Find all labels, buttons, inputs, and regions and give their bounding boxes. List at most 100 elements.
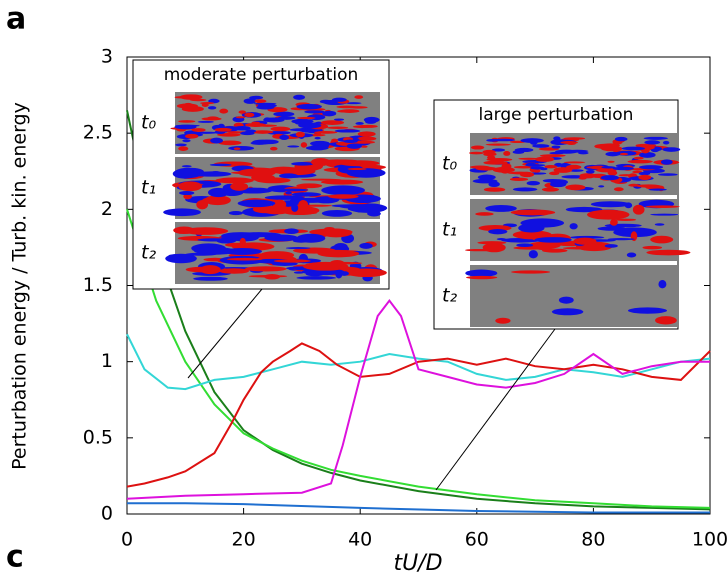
pointer-line [435, 328, 556, 491]
structure [500, 168, 510, 174]
structure [525, 164, 546, 167]
structure [347, 205, 385, 213]
structure [650, 235, 674, 244]
structure [291, 192, 322, 197]
structure [182, 139, 191, 143]
series-line [126, 333, 711, 391]
structure [597, 226, 626, 231]
structure [295, 131, 305, 138]
structure [528, 250, 538, 259]
structure [207, 187, 230, 198]
structure [491, 138, 516, 142]
structure [178, 120, 196, 123]
structure [345, 268, 387, 278]
structure [256, 105, 275, 110]
inset-time-label: t₁ [141, 177, 156, 199]
structure [197, 238, 231, 242]
structure [298, 122, 322, 129]
series-line [126, 342, 711, 488]
structure [235, 116, 246, 119]
structure [485, 143, 511, 146]
structure [644, 140, 661, 145]
structure [310, 158, 331, 167]
structure [237, 168, 276, 177]
structure [569, 235, 605, 239]
structure [607, 170, 618, 176]
structure [254, 99, 267, 103]
structure [549, 151, 564, 155]
structure [472, 178, 498, 184]
structure [658, 280, 667, 289]
structure [175, 143, 187, 147]
x-axis-label: tU/D [393, 551, 442, 576]
structure [226, 131, 242, 134]
structure [190, 98, 207, 102]
structure [604, 223, 642, 228]
structure [485, 204, 517, 212]
structure [638, 171, 651, 176]
structure [530, 166, 545, 170]
structure [539, 154, 566, 158]
structure [662, 147, 681, 152]
structure [367, 210, 381, 217]
structure [289, 128, 312, 132]
structure [336, 105, 357, 109]
x-tick-label: 100 [692, 529, 728, 551]
structure [563, 137, 586, 140]
structure [604, 244, 618, 248]
structure [662, 140, 670, 145]
structure [219, 108, 229, 114]
structure [257, 124, 278, 127]
series-line [126, 110, 711, 511]
structure [646, 249, 691, 256]
structure [279, 134, 290, 141]
structure [284, 228, 299, 235]
structure [551, 308, 584, 316]
structure [321, 210, 353, 217]
structure [565, 184, 586, 191]
structure [339, 160, 380, 167]
structure [183, 227, 229, 235]
structure [244, 266, 287, 272]
structure [477, 174, 496, 181]
structure [601, 166, 616, 169]
structure [210, 137, 223, 144]
structure [535, 156, 555, 162]
structure [511, 270, 551, 274]
structure [249, 95, 264, 100]
structure [270, 146, 278, 151]
x-tick-label: 20 [232, 529, 256, 551]
structure [193, 276, 228, 281]
structure [173, 183, 204, 186]
structure [228, 145, 255, 151]
structure [296, 116, 316, 120]
structure [518, 157, 540, 160]
insets: moderate perturbation t₀ t₁ t₂ large perturb… [132, 59, 691, 491]
structure [590, 201, 631, 208]
y-tick-label: 2 [101, 198, 113, 220]
structure [632, 204, 645, 215]
structure [296, 103, 322, 110]
structure [263, 117, 285, 123]
structure [643, 136, 668, 140]
structure [268, 166, 299, 174]
structure [320, 120, 345, 125]
structure [274, 188, 309, 192]
structure [226, 257, 263, 261]
structure [291, 161, 314, 166]
structure [636, 184, 661, 188]
structure [513, 246, 547, 250]
structure [541, 248, 568, 253]
structure [532, 168, 541, 173]
structure [239, 237, 246, 247]
structure [178, 190, 195, 196]
structure [648, 188, 667, 191]
structure [296, 276, 337, 280]
structure [565, 206, 603, 213]
structure [642, 245, 663, 250]
structure [165, 253, 197, 264]
structure [321, 185, 365, 196]
structure [600, 175, 620, 181]
structure [573, 237, 597, 245]
